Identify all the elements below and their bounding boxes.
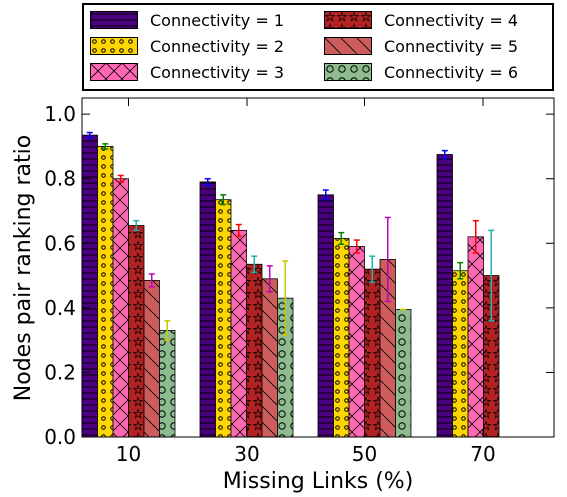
- error-bar-series-3-cat-50: [353, 239, 360, 254]
- error-bar-series-5-cat-30: [266, 265, 273, 293]
- y-tick-label: 0.4: [44, 296, 76, 320]
- legend-swatch: [90, 11, 138, 29]
- error-bar-series-2-cat-30: [220, 194, 227, 206]
- error-bar-series-4-cat-10: [133, 219, 140, 232]
- error-bar-series-6-cat-30: [282, 260, 289, 337]
- legend-item-connectivity-4: Connectivity = 4: [324, 10, 518, 30]
- error-bar-series-2-cat-50: [338, 231, 345, 246]
- legend-label: Connectivity = 5: [384, 36, 519, 56]
- legend-label: Connectivity = 2: [150, 36, 285, 56]
- bar-series-4-cat-50: [364, 268, 381, 438]
- bar-series-6-cat-10: [159, 330, 176, 438]
- legend-swatch: [324, 11, 372, 29]
- y-tick-label: 0.6: [44, 231, 76, 255]
- legend-swatch: [90, 63, 138, 81]
- plot-area-frame: [81, 97, 555, 438]
- error-bar-series-5-cat-50: [384, 216, 391, 303]
- error-bar-series-2-cat-10: [102, 143, 109, 150]
- bar-series-1-cat-30: [199, 181, 216, 438]
- bar-series-6-cat-50: [395, 309, 412, 438]
- error-bar-series-2-cat-70: [457, 261, 464, 280]
- y-tick-label: 1.0: [44, 102, 76, 126]
- bar-series-3-cat-10: [112, 178, 129, 438]
- legend-item-connectivity-1: Connectivity = 1: [90, 10, 284, 30]
- bar-series-5-cat-10: [143, 280, 160, 438]
- error-bar-series-3-cat-10: [117, 174, 124, 183]
- bar-series-4-cat-10: [128, 225, 145, 438]
- legend-label: Connectivity = 4: [384, 10, 519, 30]
- error-bar-series-3-cat-30: [235, 223, 242, 237]
- y-axis-label: Nodes pair ranking ratio: [11, 135, 36, 401]
- legend-label: Connectivity = 1: [150, 10, 285, 30]
- bar-series-3-cat-50: [348, 246, 365, 438]
- x-tick-label: 10: [116, 442, 141, 466]
- y-tick-label: 0.8: [44, 167, 76, 191]
- bar-series-1-cat-10: [81, 134, 98, 438]
- bar-series-1-cat-70: [436, 154, 453, 438]
- bar-series-3-cat-70: [467, 236, 484, 438]
- legend-swatch: [324, 37, 372, 55]
- error-bar-series-3-cat-70: [472, 219, 479, 254]
- bar-series-2-cat-50: [333, 238, 350, 438]
- error-bar-series-1-cat-30: [204, 177, 211, 186]
- y-tick-label: 0.0: [44, 425, 76, 449]
- error-bar-series-6-cat-10: [164, 320, 171, 341]
- legend-swatch: [324, 63, 372, 81]
- legend: Connectivity = 1 Connectivity = 2 Connecti…: [82, 3, 554, 91]
- x-axis-label: Missing Links (%): [223, 469, 414, 494]
- legend-label: Connectivity = 3: [150, 62, 285, 82]
- bar-series-1-cat-50: [317, 194, 334, 438]
- x-tick-label: 50: [352, 442, 377, 466]
- bar-series-2-cat-30: [215, 199, 232, 438]
- bar-series-3-cat-30: [230, 229, 247, 438]
- legend-item-connectivity-3: Connectivity = 3: [90, 62, 284, 82]
- error-bar-series-4-cat-70: [488, 229, 495, 322]
- error-bar-series-1-cat-70: [441, 149, 448, 160]
- error-bar-series-5-cat-10: [148, 273, 155, 288]
- error-bar-series-4-cat-50: [369, 255, 376, 283]
- bar-series-2-cat-10: [97, 146, 114, 438]
- legend-swatch: [90, 37, 138, 55]
- bar-series-2-cat-70: [452, 270, 469, 438]
- bar-series-4-cat-30: [246, 263, 263, 438]
- error-bar-series-1-cat-10: [86, 131, 93, 139]
- y-tick-label: 0.2: [44, 360, 76, 384]
- legend-label: Connectivity = 6: [384, 62, 519, 82]
- x-tick-label: 30: [234, 442, 259, 466]
- legend-item-connectivity-2: Connectivity = 2: [90, 36, 284, 56]
- error-bar-series-1-cat-50: [322, 189, 329, 201]
- error-bar-series-4-cat-30: [251, 255, 258, 274]
- x-tick-label: 70: [470, 442, 495, 466]
- legend-item-connectivity-5: Connectivity = 5: [324, 36, 518, 56]
- bar-series-5-cat-30: [261, 278, 278, 438]
- legend-item-connectivity-6: Connectivity = 6: [324, 62, 518, 82]
